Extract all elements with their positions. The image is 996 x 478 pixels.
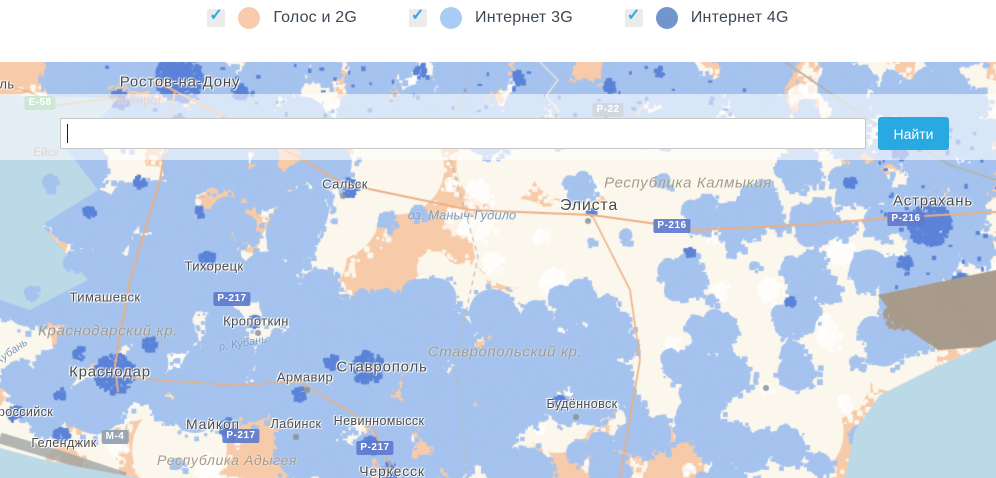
- text-caret: [67, 124, 68, 143]
- city-label: Невинномысск: [333, 413, 425, 428]
- checkbox-4g[interactable]: ✓: [624, 7, 643, 27]
- city-label: Сальск: [322, 176, 368, 192]
- city-label: Лабинск: [270, 416, 322, 431]
- road-badge: Р-217: [222, 429, 260, 443]
- road-badge: Р-217: [213, 292, 251, 306]
- city-label: Ростов-на-Дону: [119, 73, 241, 91]
- city-label: Геленджик: [31, 435, 97, 450]
- legend-item-2g[interactable]: ✓ Голос и 2G: [207, 7, 357, 29]
- water-label: оз. Маныч-Гудило: [407, 207, 517, 223]
- search-button[interactable]: Найти: [878, 117, 949, 150]
- checkbox-2g[interactable]: ✓: [207, 7, 226, 27]
- city-label: Кропоткин: [223, 313, 289, 329]
- city-label: Будённовск: [546, 396, 618, 411]
- city-label: Армавир: [276, 369, 334, 385]
- city-label: Ставрополь: [336, 358, 428, 376]
- city-label: Тимашевск: [69, 289, 141, 305]
- search-input[interactable]: [60, 118, 866, 149]
- legend-label-3g: Интернет 3G: [475, 9, 573, 26]
- road-badge: Р-217: [356, 441, 394, 455]
- road-badge: Р-216: [653, 219, 691, 233]
- road-badge: М-4: [101, 430, 129, 444]
- region-label: Республика Калмыкия: [604, 174, 772, 192]
- check-icon: ✓: [626, 7, 641, 24]
- coverage-4g-swatch: [655, 7, 678, 29]
- city-label: Новороссийск: [0, 404, 54, 419]
- city-label: Майкоп: [186, 416, 240, 432]
- legend-item-3g[interactable]: ✓ Интернет 3G: [409, 7, 573, 29]
- region-label: Республика Адыгея: [157, 452, 297, 468]
- city-label: Краснодар: [69, 363, 151, 381]
- checkbox-3g[interactable]: ✓: [409, 7, 428, 27]
- check-icon: ✓: [411, 7, 425, 24]
- water-label: р. Кубань: [217, 333, 268, 354]
- coverage-3g-swatch: [440, 7, 463, 29]
- coverage-map[interactable]: Ростов-на-ДонуТаганрогЕйскльСальскЭлиста…: [0, 62, 996, 478]
- coverage-2g-swatch: [238, 7, 261, 29]
- legend-label-4g: Интернет 4G: [690, 9, 789, 26]
- road-badge: Р-216: [887, 212, 925, 226]
- city-label: Астрахань: [892, 192, 974, 210]
- city-label: Элиста: [559, 197, 619, 214]
- region-label: Краснодарский кр.: [38, 322, 178, 340]
- water-label: Кубань: [0, 336, 31, 367]
- legend-label-2g: Голос и 2G: [273, 9, 358, 26]
- region-label: Ставропольский кр.: [427, 343, 583, 361]
- check-icon: ✓: [209, 7, 223, 24]
- search-input-wrap: [60, 118, 866, 149]
- legend-bar: ✓ Голос и 2G ✓ Интернет 3G ✓ Интернет 4G: [0, 0, 996, 62]
- city-label: Тихорецк: [184, 258, 244, 274]
- legend-item-4g[interactable]: ✓ Интернет 4G: [624, 7, 789, 29]
- search-band: Найти: [0, 94, 996, 160]
- city-label: Черкесск: [359, 463, 425, 478]
- city-label: ль: [0, 76, 15, 92]
